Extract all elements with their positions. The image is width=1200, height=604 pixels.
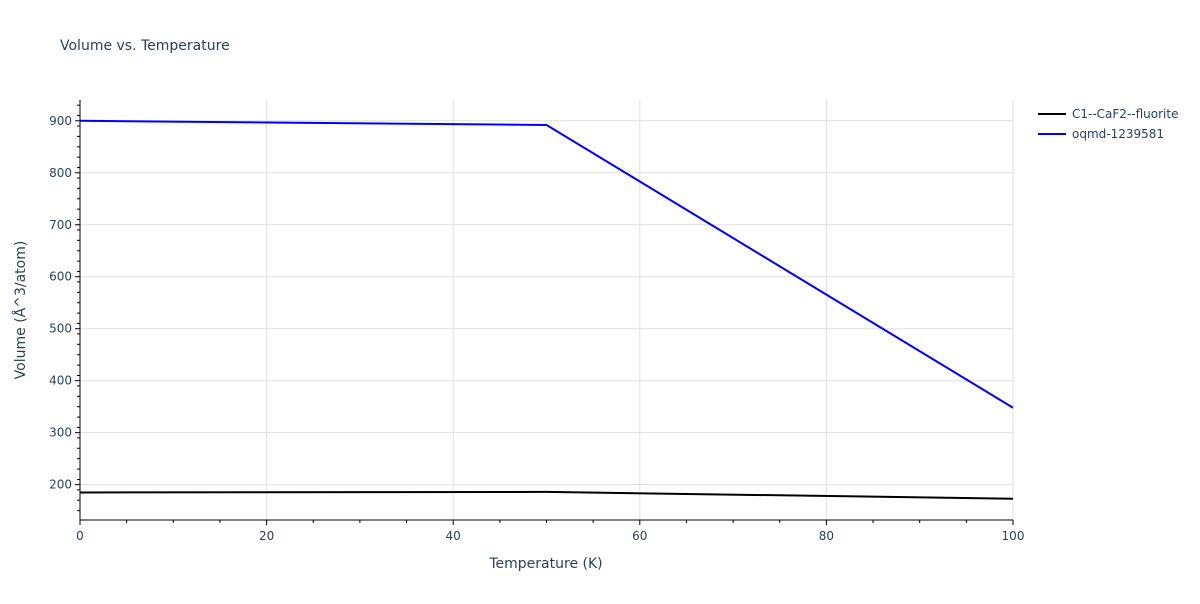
y-tick-label: 600 [49,270,72,284]
x-tick-label: 40 [446,529,461,543]
grid [80,100,1014,520]
y-tick-label: 900 [49,114,72,128]
y-tick-label: 700 [49,218,72,232]
x-axis-title: Temperature (K) [488,556,602,572]
x-tick-label: 20 [259,529,274,543]
legend-label: C1--CaF2--fluorite [1072,107,1178,121]
x-tick-label: 0 [76,529,84,543]
legend-item[interactable]: oqmd-1239581 [1038,127,1164,141]
legend[interactable]: C1--CaF2--fluorite oqmd-1239581 [1038,107,1178,141]
x-tick-label: 80 [819,529,834,543]
axes: 0 20 40 60 80 100 200 300 400 500 600 700 800 900 [49,100,1024,543]
series-line-1 [79,490,1014,500]
chart-title: Volume vs. Temperature [60,38,230,54]
y-tick-label: 500 [49,322,72,336]
series-line-2 [79,119,1014,409]
y-tick-label: 300 [49,426,72,440]
x-tick-label: 60 [632,529,647,543]
plot-lines [79,119,1014,500]
legend-label: oqmd-1239581 [1072,127,1164,141]
y-tick-label: 400 [49,374,72,388]
y-axis-title: Volume (Å^3/atom) [12,241,29,380]
y-tick-label: 800 [49,166,72,180]
x-tick-label: 100 [1002,529,1025,543]
legend-item[interactable]: C1--CaF2--fluorite [1038,107,1178,121]
y-tick-label: 200 [49,478,72,492]
